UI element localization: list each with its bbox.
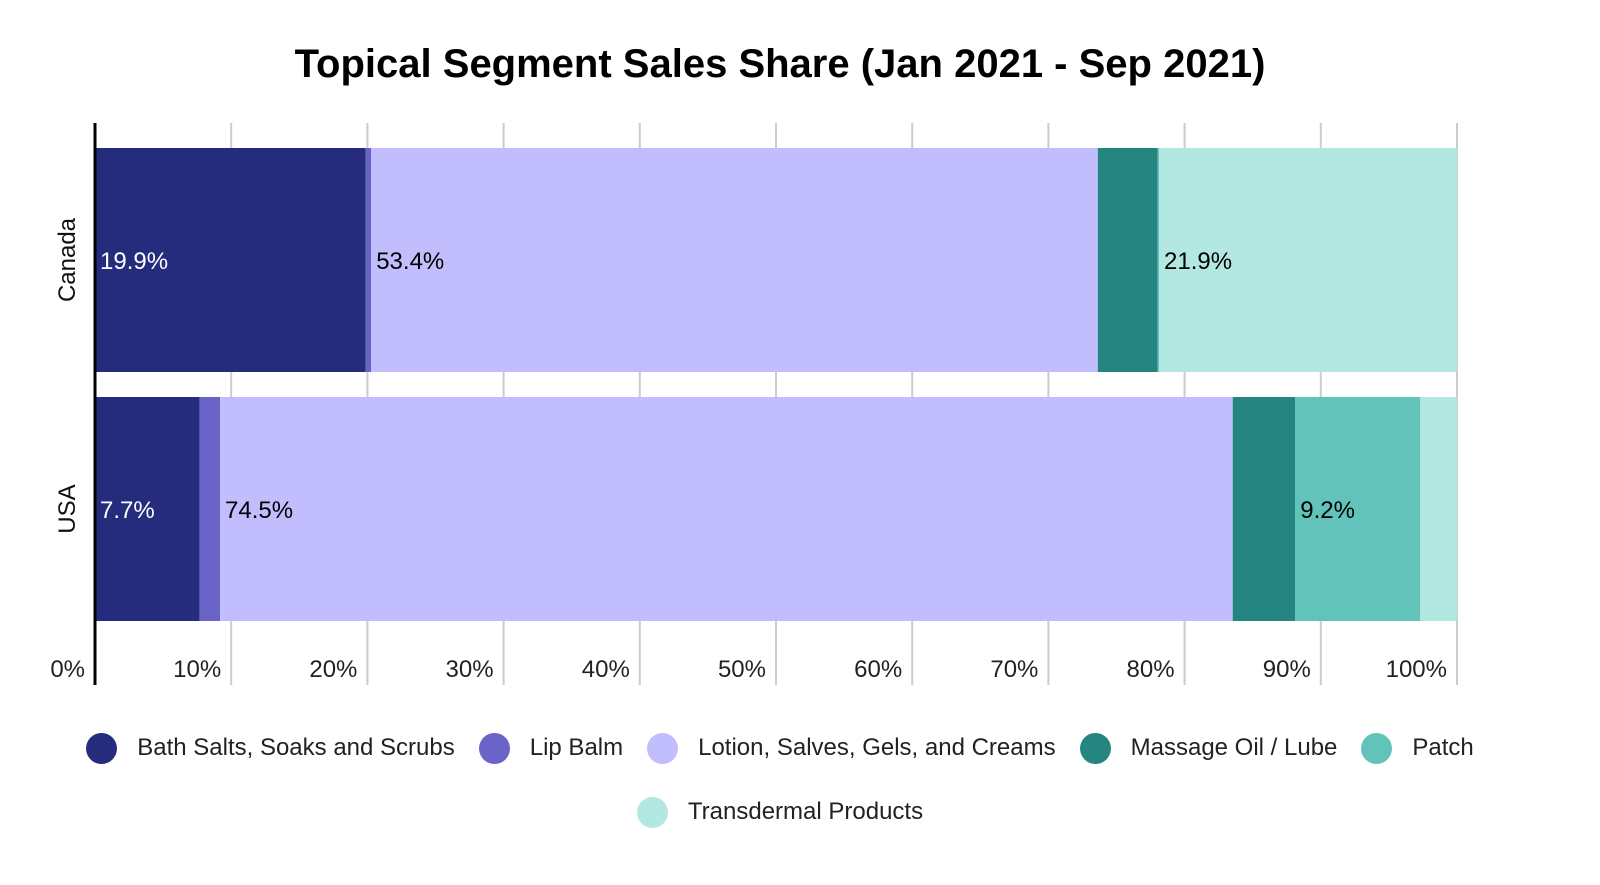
legend-label: Lotion, Salves, Gels, and Creams [698, 734, 1056, 761]
x-tick-label: 0% [50, 656, 85, 683]
legend-label: Transdermal Products [687, 798, 924, 825]
bar-segment [95, 148, 366, 372]
legend-item: Transdermal Products [636, 796, 924, 828]
data-label: 21.9% [1164, 248, 1232, 275]
data-label: 9.2% [1300, 497, 1355, 524]
x-tick-label: 10% [173, 656, 221, 683]
data-label: 53.4% [376, 248, 444, 275]
legend: Bath Salts, Soaks and Scrubs Lip Balm Loti… [0, 725, 1560, 853]
x-tick-label: 70% [990, 656, 1038, 683]
legend-item: Lotion, Salves, Gels, and Creams [647, 732, 1056, 764]
bar-segment [1159, 148, 1457, 372]
legend-label: Lip Balm [529, 734, 624, 761]
x-tick-label: 30% [446, 656, 494, 683]
x-tick-label: 60% [854, 656, 902, 683]
stacked-bar-chart: 19.9% 53.4% 21.9% 7.7% 74.5% 9.2% 0% 10% 20% 30%… [50, 123, 1458, 685]
legend-swatch [647, 732, 679, 764]
bar-segment [365, 148, 372, 372]
legend-swatch [1361, 732, 1393, 764]
legend-label: Patch [1412, 734, 1474, 761]
x-tick-label: 40% [582, 656, 630, 683]
legend-item: Lip Balm [478, 732, 624, 764]
data-label: 7.7% [100, 497, 155, 524]
data-labels: 19.9% 53.4% 21.9% 7.7% 74.5% 9.2% [100, 248, 1355, 524]
chart-title: Topical Segment Sales Share (Jan 2021 - … [294, 42, 1266, 86]
bar-segment [1232, 397, 1296, 621]
bar-segment [220, 397, 1233, 621]
bars [95, 148, 1457, 621]
legend-swatch [86, 732, 118, 764]
bar-segment [1420, 397, 1457, 621]
x-tick-label: 20% [309, 656, 357, 683]
legend-item: Bath Salts, Soaks and Scrubs [86, 732, 455, 764]
legend-swatch [1079, 732, 1111, 764]
x-tick-label: 90% [1263, 656, 1311, 683]
data-label: 19.9% [100, 248, 168, 275]
bar-segment [1157, 148, 1160, 372]
bar-segment [199, 397, 221, 621]
legend-row: Transdermal Products [0, 789, 1560, 835]
bar-segment [95, 397, 200, 621]
bar-segment [1295, 397, 1421, 621]
legend-swatch [636, 796, 668, 828]
data-label: 74.5% [225, 497, 293, 524]
legend-item: Massage Oil / Lube [1079, 732, 1338, 764]
legend-label: Massage Oil / Lube [1130, 734, 1338, 761]
bar-segment [1097, 148, 1158, 372]
legend-label: Bath Salts, Soaks and Scrubs [137, 734, 455, 761]
legend-item: Patch [1361, 732, 1474, 764]
x-tick-label: 80% [1127, 656, 1175, 683]
x-tick-label: 100% [1386, 656, 1447, 683]
legend-swatch [478, 732, 510, 764]
x-tick-label: 50% [718, 656, 766, 683]
bar-segment [371, 148, 1098, 372]
axes: 0% 10% 20% 30% 40% 50% 60% 70% 80% 90% 100% Canada U… [50, 123, 1447, 685]
category-label: USA [54, 484, 81, 533]
legend-row: Bath Salts, Soaks and Scrubs Lip Balm Loti… [0, 725, 1560, 771]
category-label: Canada [54, 217, 81, 302]
